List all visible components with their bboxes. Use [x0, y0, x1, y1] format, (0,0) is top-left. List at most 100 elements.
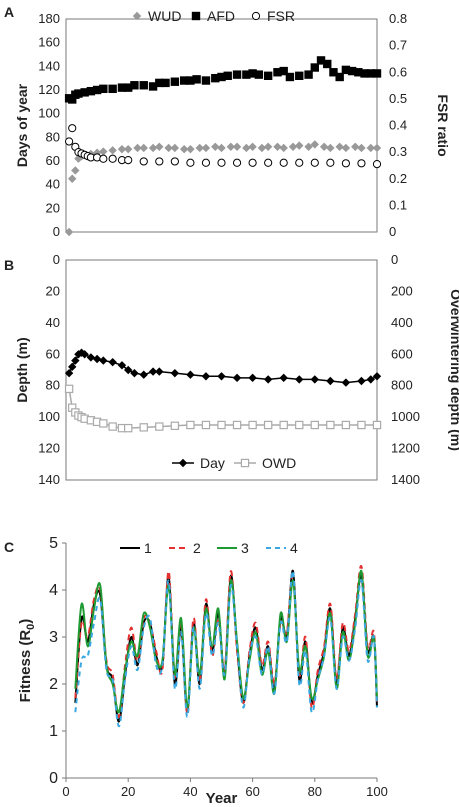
y-tick-label: 140 — [38, 58, 60, 73]
point-wud — [124, 144, 133, 154]
point-day — [341, 378, 351, 387]
legend-label-2: 2 — [193, 540, 201, 556]
y-axis-title-suffix: ) — [17, 619, 34, 624]
point-day — [71, 356, 80, 365]
point-day — [201, 372, 211, 381]
series-line-4 — [74, 570, 378, 728]
y-tick-label: 40 — [46, 315, 60, 330]
panel-b: B 02040608010012014002004006008001000120… — [4, 252, 459, 487]
point-wud — [99, 147, 108, 156]
point-wud — [195, 143, 204, 153]
legend-label-fsr: FSR — [267, 8, 295, 24]
point-afd — [263, 71, 273, 80]
point-afd — [372, 69, 382, 78]
point-owd — [139, 423, 148, 432]
x-tick-label: 40 — [183, 784, 197, 799]
x-tick-label: 20 — [121, 784, 135, 799]
point-day — [232, 373, 242, 383]
point-afd — [360, 69, 369, 78]
point-afd — [223, 71, 232, 80]
legend-marker-day — [178, 458, 188, 468]
point-afd — [117, 83, 127, 92]
y-axis-title: Fitness (R0) — [17, 619, 37, 703]
y-tick-label: 120 — [38, 82, 60, 97]
y2-tick-label: 1400 — [391, 472, 420, 487]
point-afd — [341, 65, 351, 75]
y-tick-label: 0 — [53, 224, 60, 239]
point-afd — [323, 59, 332, 69]
point-owd — [201, 420, 211, 430]
y2-tick-label: 0.3 — [389, 144, 407, 159]
point-wud — [326, 143, 335, 153]
point-wud — [71, 166, 80, 175]
point-wud — [372, 143, 382, 153]
series-fsr — [65, 124, 382, 169]
point-owd — [279, 420, 288, 430]
point-owd — [372, 420, 382, 430]
point-afd — [279, 66, 288, 76]
point-fsr — [201, 158, 211, 167]
point-fsr — [357, 159, 366, 168]
legend-label-day: Day — [200, 455, 225, 471]
point-afd — [232, 70, 242, 79]
y-tick-label: 4 — [49, 582, 58, 599]
legend-marker-owd — [240, 458, 250, 468]
point-afd — [170, 77, 180, 86]
y2-axis-title: FSR ratio — [435, 94, 451, 156]
point-owd — [357, 420, 366, 430]
point-afd — [347, 66, 357, 76]
legend-label-4: 4 — [290, 540, 298, 556]
point-wud — [155, 142, 164, 151]
y-tick-label: 140 — [38, 472, 60, 487]
point-day — [64, 368, 74, 378]
point-fsr — [310, 158, 319, 167]
legend-label-3: 3 — [241, 540, 249, 556]
point-fsr — [232, 158, 242, 167]
point-wud — [64, 227, 74, 237]
point-wud — [117, 144, 127, 154]
legend: Day OWD — [172, 455, 296, 471]
point-afd — [92, 85, 102, 95]
point-day — [217, 372, 226, 381]
point-fsr — [326, 158, 335, 167]
x-tick-label: 60 — [245, 784, 259, 799]
point-wud — [263, 142, 273, 151]
y2-tick-label: 1200 — [391, 441, 420, 456]
point-wud — [74, 154, 83, 163]
point-afd — [86, 86, 96, 96]
point-wud — [226, 142, 236, 151]
legend-marker-fsr — [251, 11, 261, 21]
y2-axis-title: Overwintering depth (m) — [448, 289, 459, 451]
x-tick-label: 100 — [366, 784, 388, 799]
legend: WUD AFD FSR — [132, 8, 295, 24]
panel-b-plot-frame — [65, 259, 378, 481]
y2-tick-label: 0.1 — [389, 197, 407, 212]
series-wud — [64, 140, 382, 237]
y2-tick-label: 1000 — [391, 409, 420, 424]
point-afd — [217, 72, 226, 82]
point-fsr — [139, 157, 148, 166]
point-afd — [80, 88, 89, 97]
point-afd — [179, 76, 189, 85]
point-afd — [366, 69, 375, 78]
point-afd — [139, 81, 148, 90]
point-wud — [139, 143, 148, 153]
point-day — [68, 362, 77, 372]
point-afd — [68, 95, 77, 104]
point-wud — [164, 143, 173, 153]
y2-tick-label: 400 — [391, 315, 413, 330]
point-wud — [273, 142, 282, 151]
point-wud — [68, 174, 77, 183]
point-fsr — [264, 158, 273, 167]
point-wud — [248, 142, 257, 151]
point-day — [366, 375, 375, 384]
y-tick-label: 160 — [38, 35, 60, 50]
panel-c-letter: C — [4, 539, 14, 555]
y2-tick-label: 0 — [389, 224, 396, 239]
legend-label-wud: WUD — [148, 8, 181, 24]
y-tick-label: 0 — [49, 770, 58, 787]
y-tick-label: 80 — [46, 129, 60, 144]
point-fsr — [99, 154, 108, 163]
point-afd — [335, 72, 344, 82]
point-day — [279, 373, 288, 383]
